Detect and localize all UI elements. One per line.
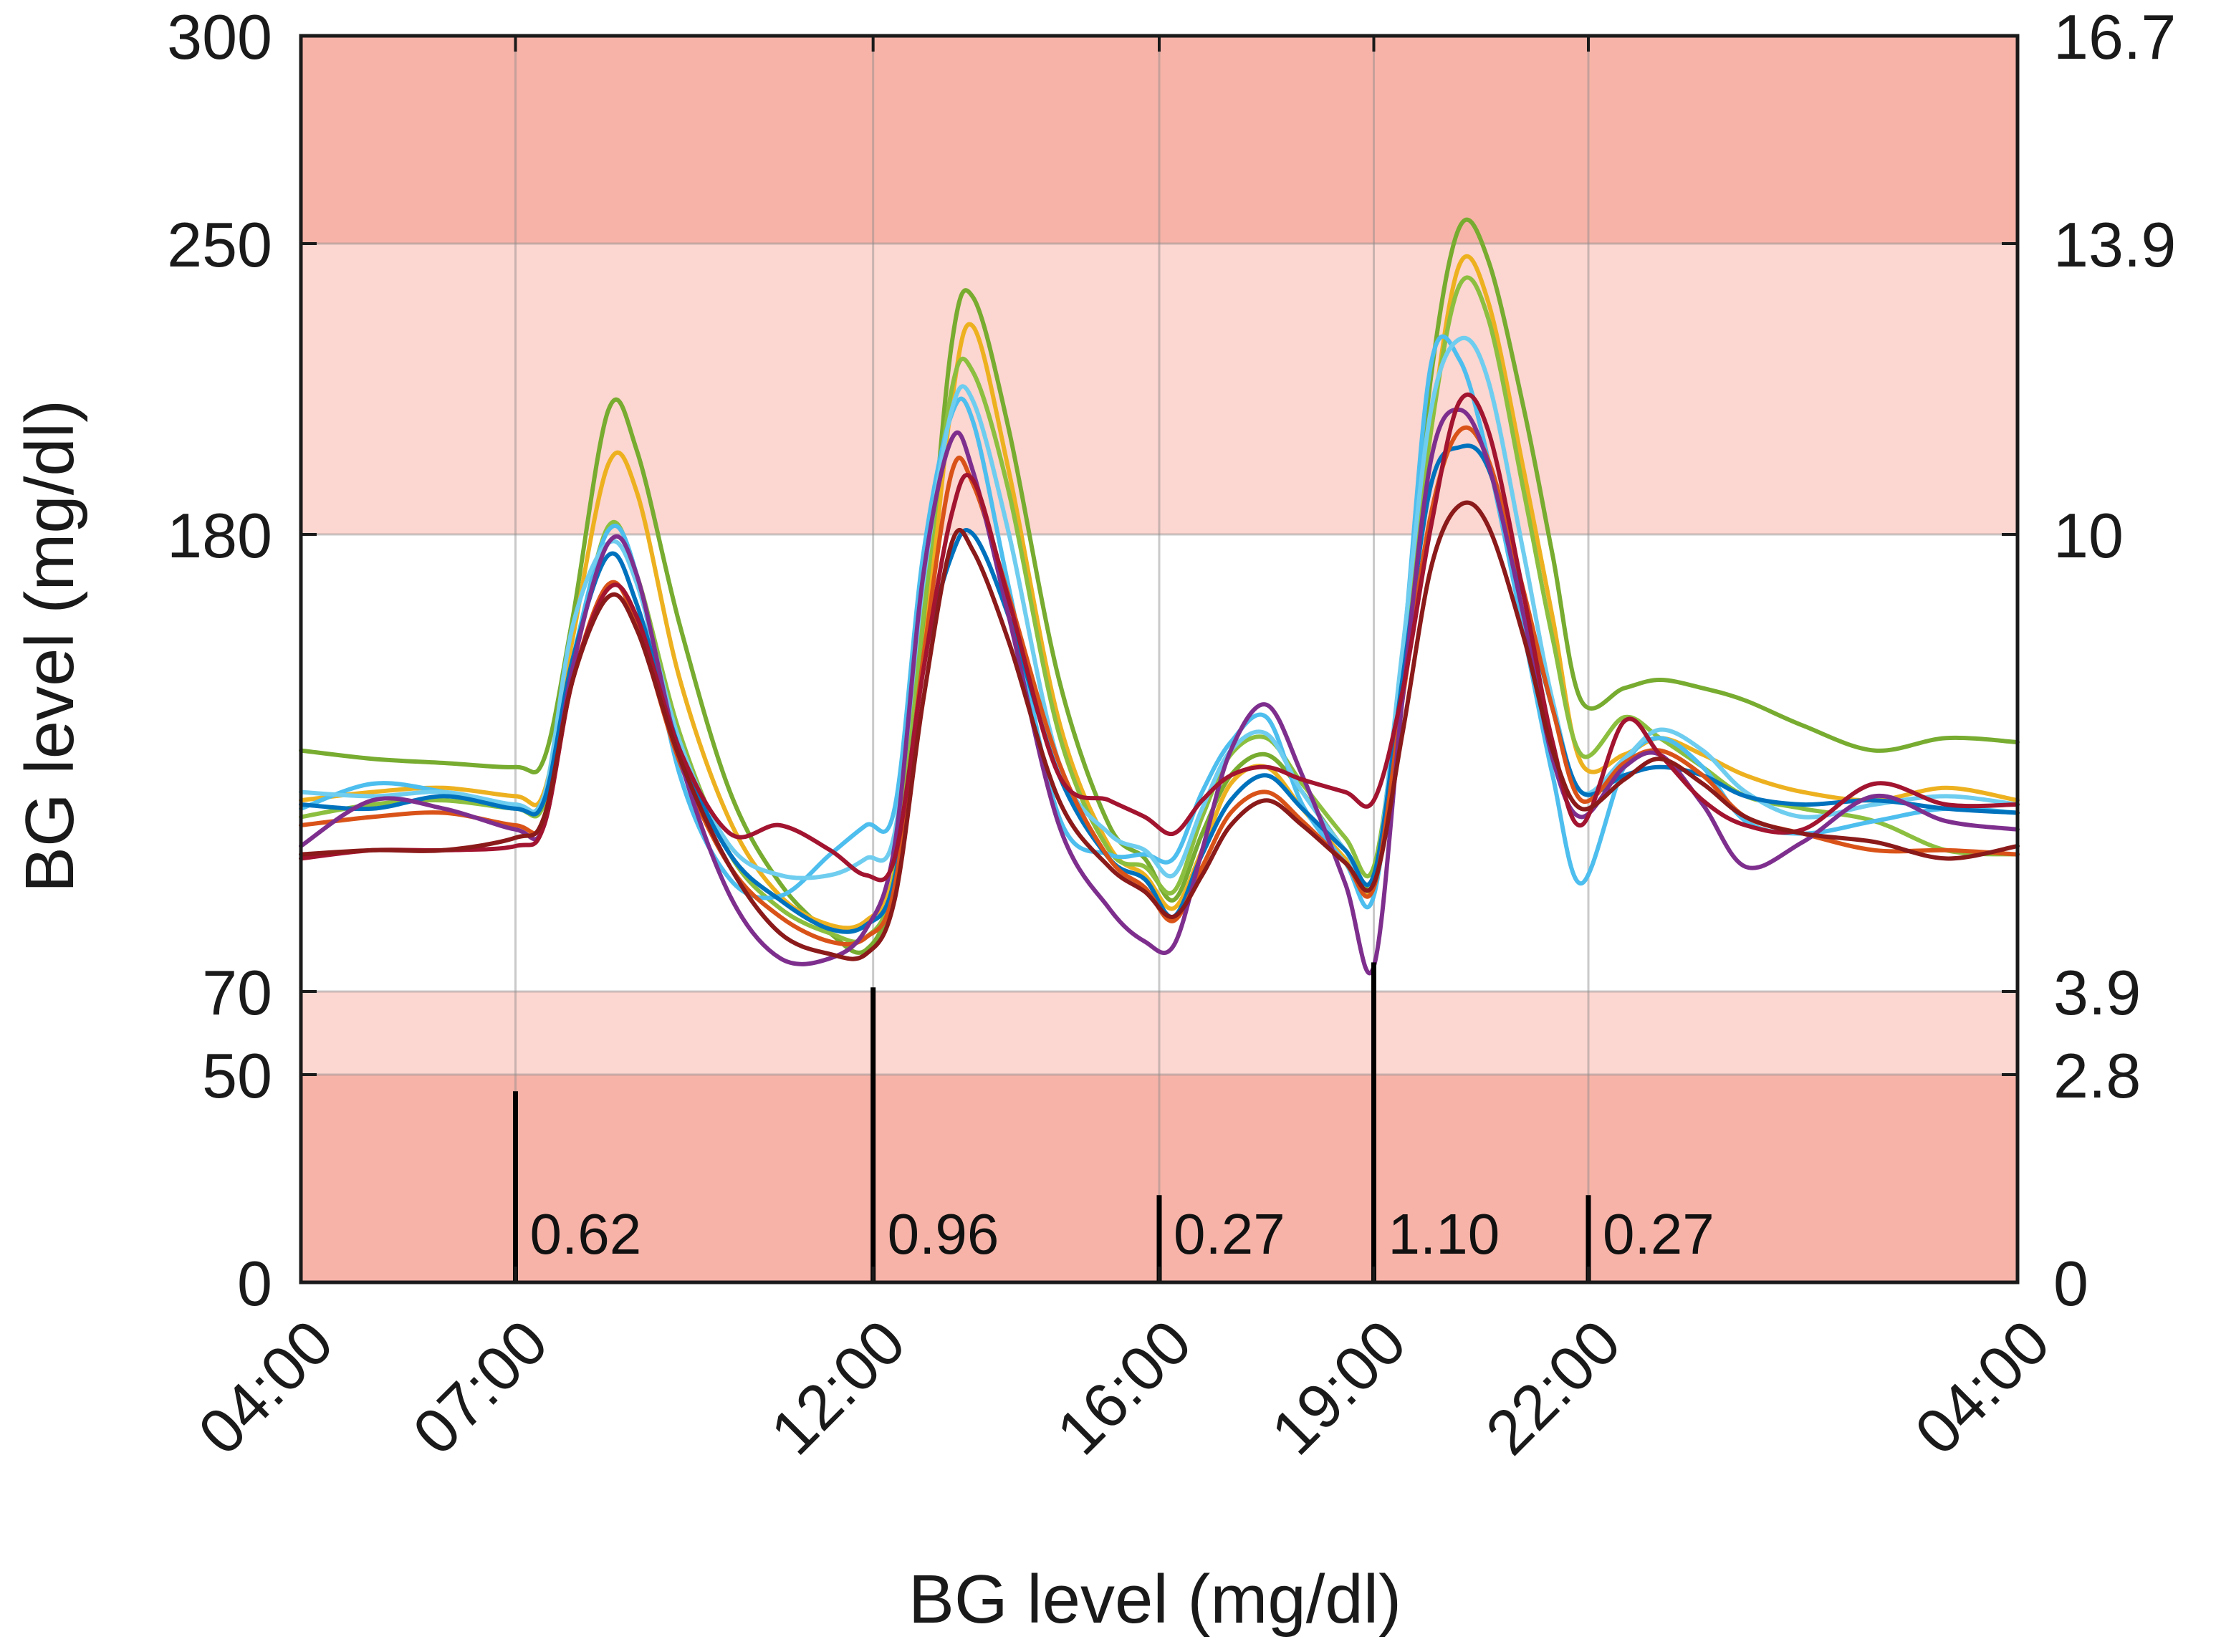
x-tick-label-4: 19:00 (1257, 1306, 1419, 1468)
axes (299, 34, 2020, 1284)
x-tick-label-2: 12:00 (757, 1306, 918, 1468)
range-band-4 (301, 36, 2018, 244)
y2-tick-label-5: 16.7 (2053, 1, 2176, 72)
x-tick-label-3: 16:00 (1043, 1306, 1205, 1468)
y2-tick-label-0: 0 (2053, 1248, 2088, 1319)
y-tick-label-1: 50 (202, 1040, 272, 1111)
y-tick-label-4: 250 (167, 209, 272, 280)
range-band-1 (301, 991, 2018, 1075)
insulin-boluses: 0.62 0.96 0.27 1.10 0.27 (513, 962, 1714, 1282)
bolus-label-3: 1.10 (1388, 1202, 1500, 1266)
bg-trace-blue (299, 443, 2020, 934)
bolus-label-1: 0.96 (888, 1202, 999, 1266)
x-tick-label-6: 04:00 (1901, 1306, 2063, 1468)
bolus-label-0: 0.62 (530, 1202, 642, 1266)
y2-tick-label-4: 13.9 (2053, 209, 2176, 280)
bg-trace-dark-red (299, 500, 2020, 961)
y-tick-label-2: 70 (202, 957, 272, 1028)
y-axis-title: BG level (mg/dl) (11, 400, 88, 893)
bg-trace-purple (299, 407, 2020, 976)
bolus-label-2: 0.27 (1174, 1202, 1285, 1266)
y-tick-label-3: 180 (167, 500, 272, 571)
grid-lines (301, 36, 2018, 1282)
x-tick-label-0: 04:00 (185, 1306, 347, 1468)
y-tick-label-5: 300 (167, 1, 272, 72)
bg-trace-green (299, 217, 2020, 955)
x-tick-label-5: 22:00 (1472, 1306, 1634, 1468)
bg-traces (299, 217, 2020, 976)
y-tick-label-0: 0 (237, 1248, 272, 1319)
y2-tick-label-2: 3.9 (2053, 957, 2141, 1028)
bolus-label-4: 0.27 (1603, 1202, 1714, 1266)
y2-tick-label-3: 10 (2053, 500, 2124, 571)
bg-trace-crimson (299, 392, 2020, 883)
y2-tick-label-1: 2.8 (2053, 1040, 2141, 1111)
x-axis-title: BG level (mg/dl) (908, 1561, 1401, 1638)
x-tick-label-1: 07:00 (399, 1306, 561, 1468)
range-band-3 (301, 244, 2018, 534)
